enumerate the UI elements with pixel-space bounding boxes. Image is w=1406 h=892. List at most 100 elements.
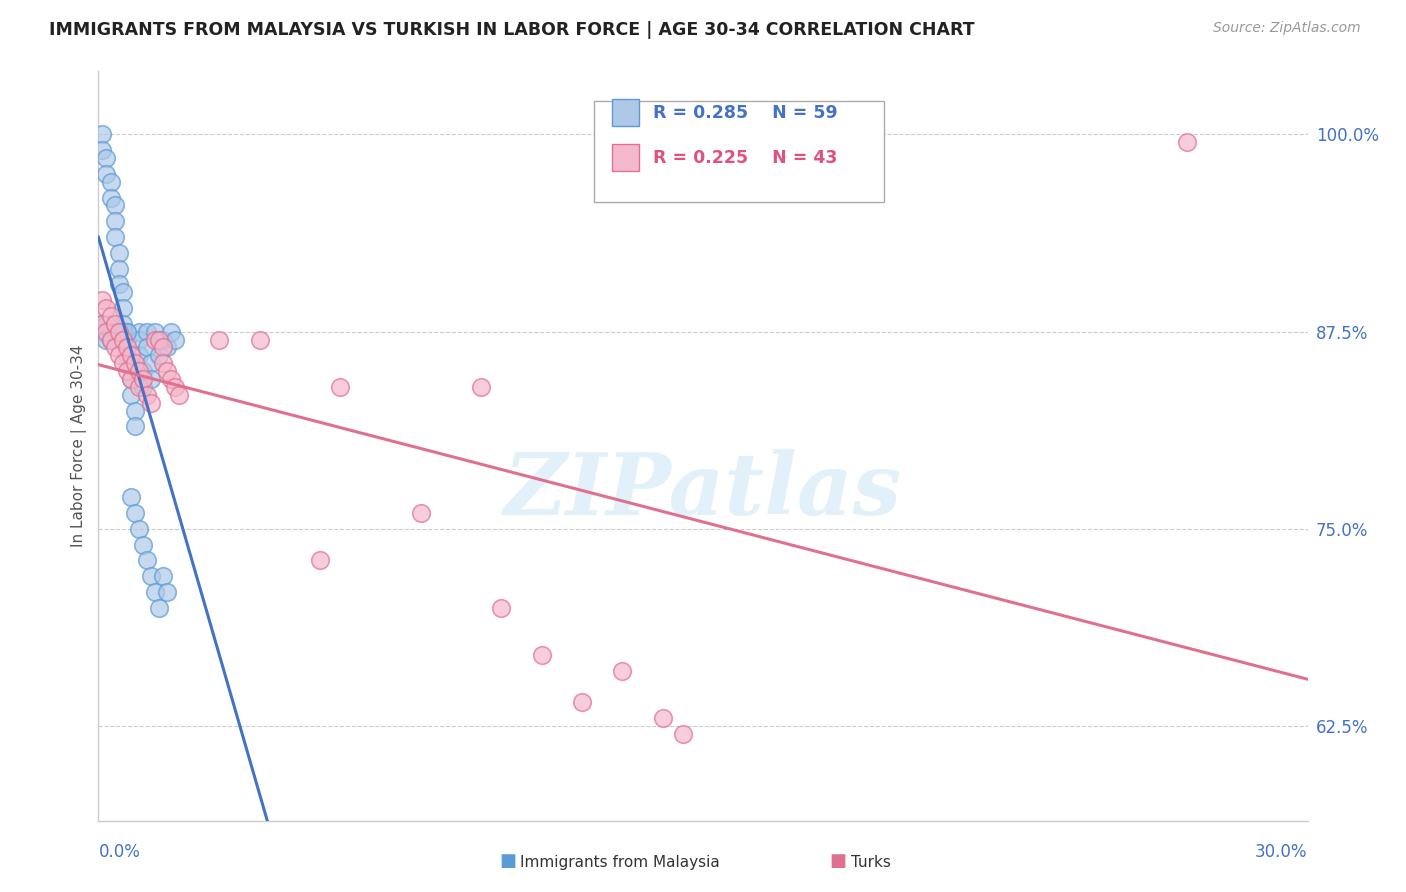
Point <box>148 348 170 362</box>
Point <box>111 285 134 300</box>
Point <box>115 325 138 339</box>
Point <box>91 317 114 331</box>
Point <box>143 333 166 347</box>
Point <box>143 585 166 599</box>
Point <box>132 538 155 552</box>
Point <box>115 340 138 354</box>
Point <box>152 340 174 354</box>
Point <box>309 553 332 567</box>
Point <box>96 301 118 315</box>
Point <box>96 325 118 339</box>
Point <box>156 585 179 599</box>
Text: Turks: Turks <box>851 855 890 870</box>
Point <box>124 356 146 370</box>
Point <box>612 664 634 678</box>
Point <box>120 356 142 370</box>
Point <box>107 261 129 276</box>
Text: ZIPatlas: ZIPatlas <box>503 450 903 533</box>
Text: ■: ■ <box>499 852 516 870</box>
Point <box>96 167 118 181</box>
Y-axis label: In Labor Force | Age 30-34: In Labor Force | Age 30-34 <box>72 344 87 548</box>
Point <box>160 372 183 386</box>
Point <box>96 333 118 347</box>
Point <box>132 380 155 394</box>
Point <box>128 325 150 339</box>
Point <box>103 317 125 331</box>
Point <box>115 333 138 347</box>
Point <box>100 190 122 204</box>
Point <box>91 325 114 339</box>
Point <box>100 175 122 189</box>
Text: R = 0.225    N = 43: R = 0.225 N = 43 <box>654 149 838 167</box>
Point <box>120 372 142 386</box>
Point <box>156 340 179 354</box>
Point <box>124 419 146 434</box>
Point <box>115 325 138 339</box>
Point <box>132 372 155 386</box>
Point <box>124 506 146 520</box>
Point <box>139 569 162 583</box>
Point <box>111 333 134 347</box>
Point <box>132 364 155 378</box>
Point <box>148 333 170 347</box>
Point <box>103 230 125 244</box>
Point <box>96 151 118 165</box>
Point <box>135 553 157 567</box>
Point <box>91 293 114 307</box>
Point <box>651 711 673 725</box>
Point <box>672 727 695 741</box>
Text: IMMIGRANTS FROM MALAYSIA VS TURKISH IN LABOR FORCE | AGE 30-34 CORRELATION CHART: IMMIGRANTS FROM MALAYSIA VS TURKISH IN L… <box>49 21 974 38</box>
Point <box>91 128 114 142</box>
Point <box>163 380 186 394</box>
Point <box>139 372 162 386</box>
Point <box>143 325 166 339</box>
Point <box>156 364 179 378</box>
Point <box>163 333 186 347</box>
Point <box>124 403 146 417</box>
Point <box>107 325 129 339</box>
Point <box>100 333 122 347</box>
Point <box>107 245 129 260</box>
Text: Immigrants from Malaysia: Immigrants from Malaysia <box>520 855 720 870</box>
Point <box>409 506 432 520</box>
Point <box>91 143 114 157</box>
Bar <box>613 99 638 126</box>
Text: ■: ■ <box>830 852 846 870</box>
FancyBboxPatch shape <box>595 102 884 202</box>
Text: R = 0.285    N = 59: R = 0.285 N = 59 <box>654 103 838 121</box>
Text: 0.0%: 0.0% <box>98 843 141 861</box>
Point <box>470 380 492 394</box>
Point <box>152 569 174 583</box>
Point <box>128 333 150 347</box>
Point <box>152 333 174 347</box>
Point <box>128 522 150 536</box>
Point <box>148 600 170 615</box>
Point <box>103 325 125 339</box>
Point <box>135 340 157 354</box>
Point <box>96 317 118 331</box>
Point <box>148 333 170 347</box>
Point <box>530 648 553 662</box>
Point <box>120 348 142 362</box>
Point <box>128 364 150 378</box>
Point <box>111 356 134 370</box>
Point <box>107 348 129 362</box>
Point <box>107 277 129 292</box>
Point <box>103 198 125 212</box>
Point <box>120 372 142 386</box>
Point <box>329 380 352 394</box>
Point <box>139 356 162 370</box>
Point <box>100 309 122 323</box>
Point <box>160 325 183 339</box>
Point <box>100 333 122 347</box>
Point <box>111 325 134 339</box>
Point <box>103 340 125 354</box>
Point <box>208 333 231 347</box>
Point <box>152 356 174 370</box>
Point <box>111 317 134 331</box>
Point <box>167 388 190 402</box>
Point <box>107 325 129 339</box>
Point <box>115 348 138 362</box>
Point <box>139 395 162 409</box>
Point <box>91 317 114 331</box>
